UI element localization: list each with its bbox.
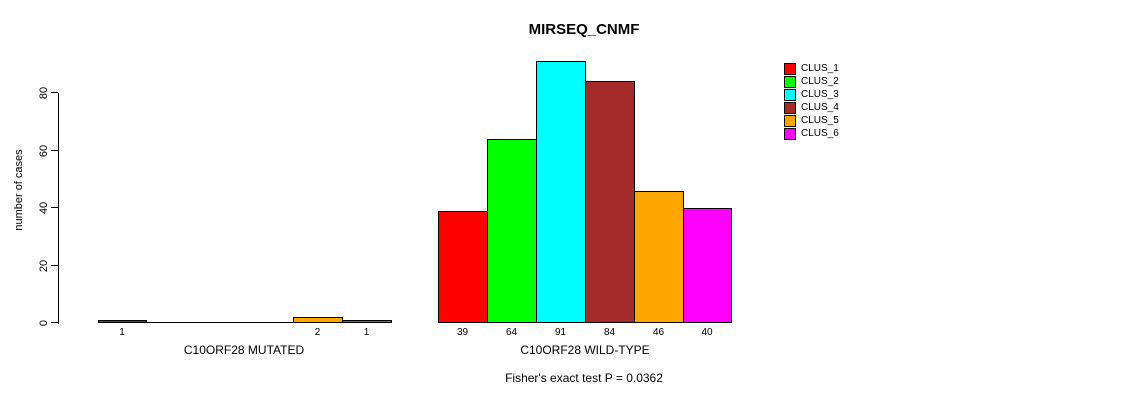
bar-value-label: 91 bbox=[554, 327, 567, 338]
bar-clus_5 bbox=[293, 317, 343, 323]
bar-clus_3 bbox=[536, 61, 586, 323]
y-axis-tick bbox=[51, 92, 58, 93]
chart-title: MIRSEQ_CNMF bbox=[528, 21, 640, 38]
bar-value-label: 1 bbox=[363, 327, 370, 338]
y-axis-tick-label: 80 bbox=[38, 86, 50, 100]
bar-value-label: 64 bbox=[505, 327, 518, 338]
bar-zero-clus_3 bbox=[195, 322, 245, 323]
legend-item-label: CLUS_3 bbox=[801, 89, 839, 100]
y-axis-tick bbox=[51, 150, 58, 151]
legend-item-label: CLUS_6 bbox=[801, 128, 839, 139]
legend-item-label: CLUS_1 bbox=[801, 63, 839, 74]
bar-clus_1 bbox=[438, 211, 488, 323]
fisher-test-annotation: Fisher's exact test P = 0.0362 bbox=[505, 371, 663, 385]
bar-zero-clus_4 bbox=[244, 322, 294, 323]
bar-zero-clus_2 bbox=[146, 322, 196, 323]
bar-value-label: 1 bbox=[119, 327, 125, 338]
y-axis-tick bbox=[51, 265, 58, 266]
legend-item-label: CLUS_5 bbox=[801, 115, 839, 126]
legend-item-label: CLUS_4 bbox=[801, 102, 839, 113]
bar-clus_6 bbox=[342, 320, 392, 323]
bar-value-label: 39 bbox=[456, 327, 469, 338]
bar-clus_6 bbox=[683, 208, 732, 323]
legend-swatch-clus-4 bbox=[784, 102, 796, 114]
legend-item: CLUS_3 bbox=[784, 89, 839, 101]
legend-item: CLUS_4 bbox=[784, 102, 839, 114]
legend-swatch-clus-5 bbox=[784, 115, 796, 127]
y-axis-tick-label: 0 bbox=[38, 319, 50, 327]
legend-item: CLUS_1 bbox=[784, 63, 839, 75]
legend-item: CLUS_5 bbox=[784, 115, 839, 127]
bar-value-label: 40 bbox=[701, 327, 713, 338]
bar-clus_4 bbox=[585, 81, 635, 323]
group-label-wild-type: C10ORF28 WILD-TYPE bbox=[520, 343, 650, 357]
legend-item-label: CLUS_2 bbox=[801, 76, 839, 87]
bar-clus_1 bbox=[98, 320, 147, 323]
legend-swatch-clus-2 bbox=[784, 76, 796, 88]
bar-value-label: 84 bbox=[603, 327, 616, 338]
bar-clus_5 bbox=[634, 191, 684, 323]
bar-value-label: 2 bbox=[314, 327, 321, 338]
y-axis-tick bbox=[51, 322, 58, 323]
legend-swatch-clus-3 bbox=[784, 89, 796, 101]
y-axis-label: number of cases bbox=[13, 149, 25, 231]
legend-item: CLUS_6 bbox=[784, 128, 839, 140]
y-axis-tick bbox=[51, 207, 58, 208]
group-label-mutated: C10ORF28 MUTATED bbox=[183, 343, 305, 357]
y-axis-tick-label: 40 bbox=[38, 201, 50, 215]
y-axis-line bbox=[58, 93, 59, 324]
bar-value-label: 46 bbox=[652, 327, 665, 338]
legend-swatch-clus-1 bbox=[784, 63, 796, 75]
y-axis-tick-label: 20 bbox=[38, 259, 50, 273]
bar-clus_2 bbox=[487, 139, 537, 323]
y-axis-tick-label: 60 bbox=[38, 144, 50, 158]
legend-item: CLUS_2 bbox=[784, 76, 839, 88]
legend-swatch-clus-6 bbox=[784, 128, 796, 140]
